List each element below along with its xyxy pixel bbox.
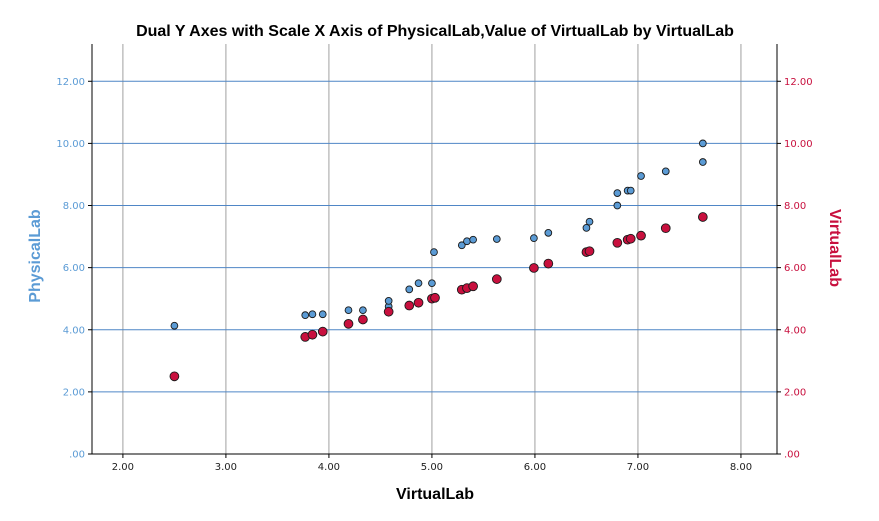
physicallab-point	[318, 310, 327, 319]
physicallab-point	[359, 306, 367, 315]
virtuallab-point	[697, 212, 708, 222]
virtuallab-point	[612, 237, 623, 248]
virtuallab-point	[584, 246, 595, 257]
physicallab-point	[469, 235, 477, 244]
virtuallab-point	[317, 326, 328, 337]
physicallab-point	[613, 189, 622, 197]
left-y-axis-label: PhysicalLab	[27, 209, 44, 303]
series-physicallab	[170, 139, 707, 330]
virtuallab-point	[404, 300, 415, 311]
left-y-tick-label: 8.00	[63, 201, 85, 212]
virtuallab-point	[169, 371, 180, 382]
left-y-tick-label: .00	[69, 450, 85, 461]
plot-frame	[91, 44, 778, 455]
virtuallab-point	[383, 306, 394, 317]
chart-title: Dual Y Axes with Scale X Axis of Physica…	[136, 23, 734, 40]
x-tick-label: 3.00	[215, 462, 237, 473]
physicallab-point	[430, 248, 438, 256]
physicallab-point	[626, 186, 635, 195]
right-y-tick-label: .00	[784, 450, 800, 461]
left-y-tick-label: 2.00	[63, 387, 85, 398]
physicallab-point	[308, 310, 317, 319]
physicallab-point	[301, 311, 310, 320]
virtuallab-point	[430, 292, 440, 303]
right-y-tick-label: 10.00	[784, 139, 813, 150]
physicallab-point	[530, 234, 538, 242]
right-y-tick-label: 2.00	[784, 387, 806, 398]
physicallab-point	[405, 285, 414, 294]
physicallab-point	[170, 321, 179, 330]
physicallab-point	[582, 224, 591, 232]
physicallab-point	[428, 279, 436, 288]
virtuallab-point	[625, 233, 636, 244]
virtuallab-point	[636, 230, 646, 241]
virtuallab-point	[529, 263, 539, 273]
virtuallab-point	[468, 281, 478, 292]
x-tick-label: 7.00	[627, 462, 649, 473]
right-y-tick-label: 4.00	[784, 325, 806, 336]
right-y-axis-ticks: .00 2.00 4.00 6.00 8.00 10.00 12.00	[777, 77, 813, 461]
left-y-axis-ticks: .00 2.00 4.00 6.00 8.00 10.00 12.00	[56, 77, 92, 461]
physicallab-point	[613, 201, 622, 210]
physicallab-point	[698, 158, 707, 166]
virtuallab-point	[358, 314, 368, 325]
right-y-tick-label: 8.00	[784, 201, 806, 212]
x-axis-ticks: 2.00 3.00 4.00 5.00 6.00 7.00 8.00	[112, 454, 752, 473]
physicallab-point	[384, 297, 393, 305]
right-y-tick-label: 6.00	[784, 263, 806, 274]
physicallab-point	[698, 139, 707, 148]
x-tick-label: 8.00	[730, 462, 752, 473]
virtuallab-point	[307, 329, 318, 340]
right-y-tick-label: 12.00	[784, 77, 813, 88]
x-tick-label: 6.00	[524, 462, 546, 473]
physicallab-point	[637, 172, 645, 180]
left-y-tick-label: 12.00	[56, 77, 85, 88]
left-y-tick-label: 10.00	[56, 139, 85, 150]
virtuallab-point	[413, 297, 424, 308]
virtuallab-point	[491, 274, 502, 284]
left-y-tick-label: 4.00	[63, 325, 85, 336]
x-tick-label: 2.00	[112, 462, 134, 473]
x-tick-label: 4.00	[318, 462, 340, 473]
physicallab-point	[457, 241, 466, 250]
left-y-tick-label: 6.00	[63, 263, 85, 274]
physicallab-point	[463, 237, 471, 246]
physicallab-point	[414, 279, 423, 288]
right-y-axis-label: VirtualLab	[826, 209, 843, 287]
physicallab-point	[492, 235, 501, 243]
virtuallab-point	[660, 223, 671, 234]
physicallab-point	[544, 228, 553, 237]
grid-lines	[92, 44, 777, 454]
physicallab-point	[585, 217, 594, 226]
physicallab-point	[661, 167, 670, 176]
virtuallab-point	[343, 319, 354, 329]
x-tick-label: 5.00	[421, 462, 443, 473]
series-virtuallab	[169, 212, 708, 382]
physicallab-point	[344, 306, 353, 315]
x-axis-label: VirtualLab	[396, 486, 474, 503]
virtuallab-point	[543, 258, 554, 269]
